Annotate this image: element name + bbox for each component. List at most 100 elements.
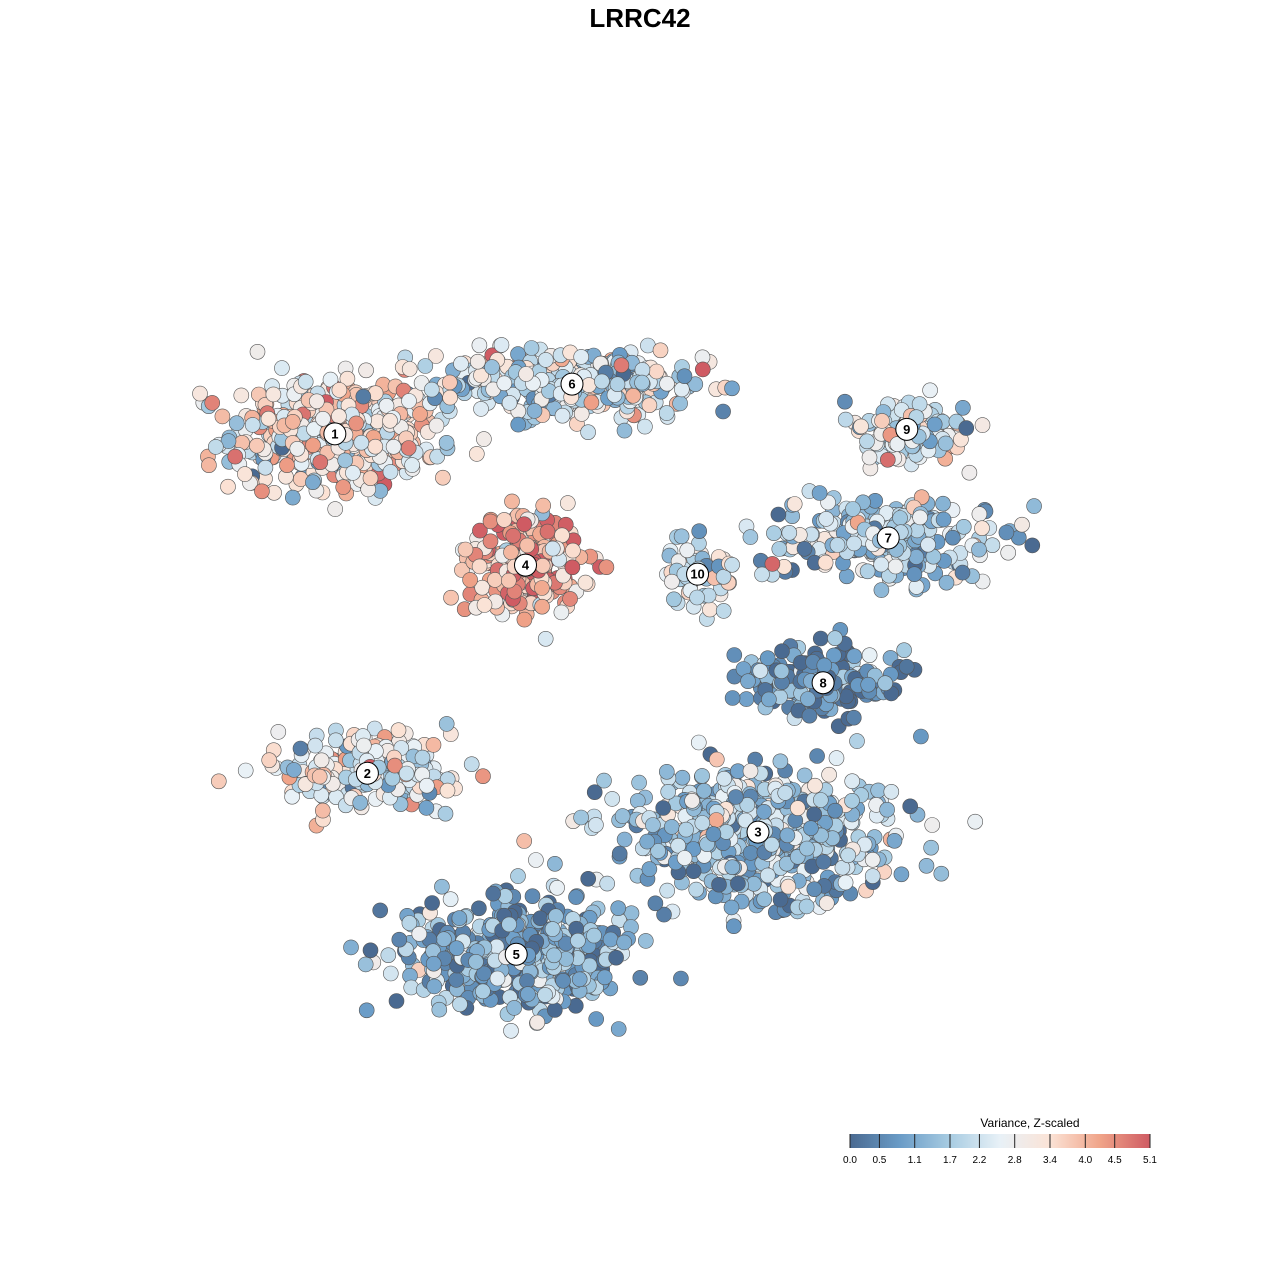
data-point (873, 582, 890, 598)
data-point (860, 676, 877, 693)
cluster-label-2: 2 (355, 761, 379, 785)
data-point (553, 604, 570, 621)
data-point (944, 529, 961, 546)
data-point (510, 416, 527, 433)
data-point (716, 770, 732, 787)
data-point (688, 881, 705, 898)
data-point (912, 509, 928, 526)
data-point (453, 355, 469, 372)
data-point (906, 566, 923, 583)
data-point (637, 418, 653, 435)
data-point (388, 993, 405, 1009)
cluster-label-8: 8 (811, 671, 835, 695)
data-point (451, 910, 468, 926)
legend-tick-label: 2.8 (1008, 1155, 1022, 1166)
legend-title: Variance, Z-scaled (980, 1116, 1079, 1130)
data-point (382, 965, 399, 982)
data-point (539, 523, 556, 540)
data-point (385, 438, 402, 455)
data-point (933, 865, 950, 882)
data-point (549, 879, 565, 896)
data-point (335, 479, 352, 495)
data-point (565, 542, 581, 559)
data-point (534, 557, 551, 574)
data-point (503, 544, 519, 561)
data-point (535, 497, 552, 514)
data-point (821, 766, 837, 783)
data-point (586, 927, 602, 944)
cluster-label-text: 5 (513, 947, 520, 962)
data-point (658, 763, 675, 780)
data-point (689, 589, 705, 606)
data-point (482, 533, 499, 550)
data-point (770, 506, 787, 523)
data-point (435, 469, 451, 486)
data-point (555, 972, 571, 989)
data-point (554, 407, 571, 424)
data-point (544, 540, 561, 557)
data-point (431, 1001, 448, 1018)
cluster-label-text: 9 (903, 422, 910, 437)
data-point (201, 457, 217, 474)
data-point (844, 792, 860, 809)
data-point (652, 342, 669, 359)
data-point (725, 918, 742, 935)
data-point (506, 1000, 523, 1016)
data-point (355, 388, 372, 405)
data-point (534, 598, 550, 615)
data-point (352, 794, 369, 811)
data-point (501, 395, 518, 411)
data-point (382, 464, 399, 480)
data-point (777, 785, 794, 801)
data-point (414, 749, 431, 766)
data-point (596, 969, 613, 986)
data-point (327, 732, 344, 749)
data-point (726, 647, 743, 663)
data-point (766, 525, 782, 542)
data-point (608, 949, 624, 966)
data-point (902, 798, 919, 815)
data-point (308, 393, 325, 410)
data-point (913, 728, 929, 745)
data-point (685, 863, 702, 880)
data-point (331, 408, 347, 425)
data-point (772, 891, 789, 908)
data-point (401, 361, 418, 377)
data-point (390, 722, 407, 739)
data-point (773, 663, 790, 680)
cluster-label-9: 9 (895, 417, 919, 441)
data-point (411, 926, 428, 942)
data-point (547, 855, 563, 872)
data-point (616, 831, 633, 848)
data-point (647, 895, 664, 912)
data-point (648, 363, 665, 380)
data-point (702, 601, 718, 618)
data-point (436, 931, 452, 948)
data-point (935, 511, 952, 528)
data-point (806, 881, 823, 898)
data-point (534, 580, 550, 596)
data-point (673, 528, 690, 545)
data-point (358, 1002, 375, 1019)
data-point (659, 375, 675, 392)
data-point (844, 773, 861, 790)
data-point (265, 386, 282, 403)
data-point (708, 751, 725, 768)
data-point (663, 819, 680, 835)
data-point (779, 827, 796, 844)
data-point (404, 457, 420, 473)
legend-tick-label: 0.5 (872, 1155, 886, 1166)
data-point (641, 861, 658, 877)
data-point (484, 359, 500, 375)
data-point (348, 415, 365, 432)
data-point (837, 411, 854, 428)
data-point (438, 716, 455, 732)
data-point (564, 559, 581, 576)
data-point (588, 817, 604, 833)
data-point (279, 457, 295, 474)
data-point (554, 527, 570, 544)
data-point (1024, 537, 1041, 554)
data-point (573, 349, 590, 365)
data-point (845, 709, 862, 726)
data-point (861, 647, 878, 664)
